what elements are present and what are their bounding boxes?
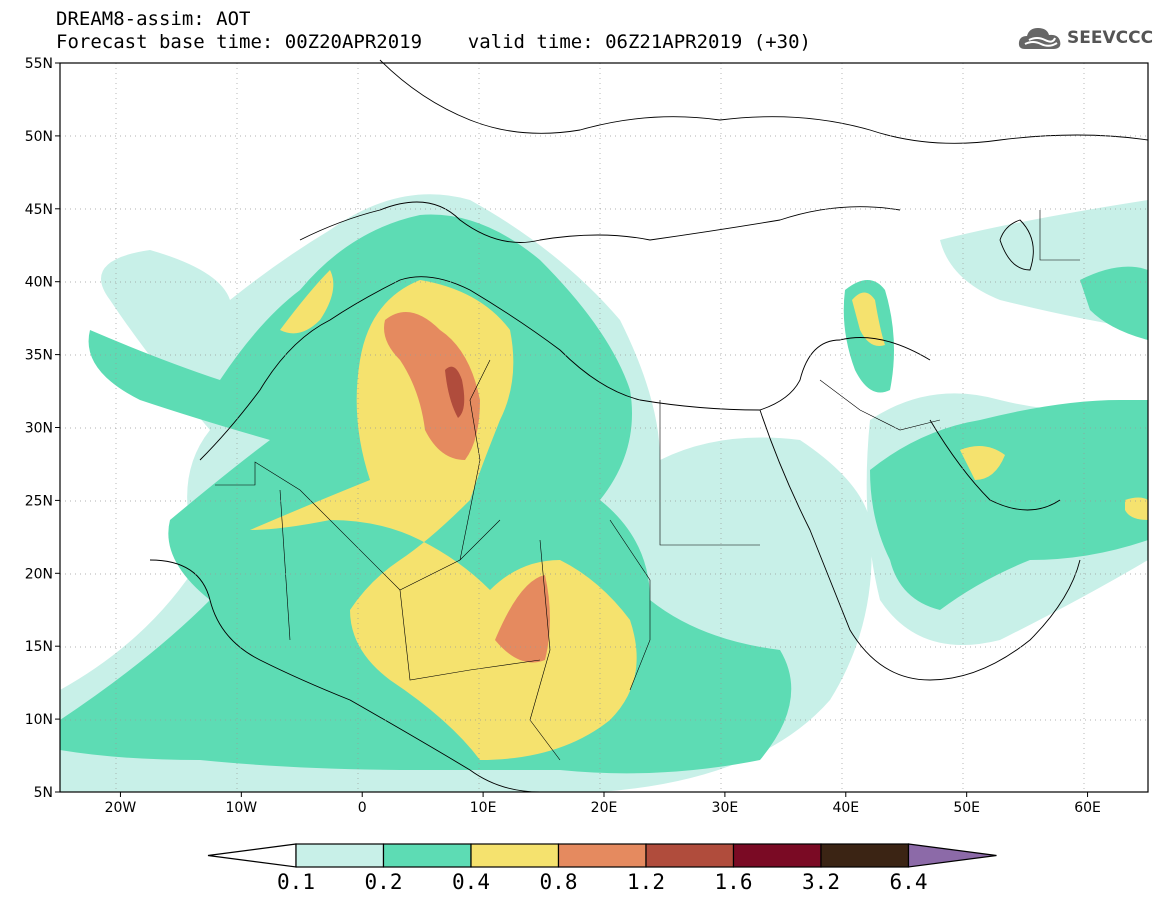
colorbar-label: 1.2: [627, 870, 665, 894]
lon-label: 10W: [225, 800, 257, 816]
cloud-icon: [1018, 28, 1061, 49]
lat-label: 45N: [25, 202, 53, 218]
map-title-block: DREAM8-assim: AOT Forecast base time: 00…: [56, 8, 811, 54]
lat-label: 50N: [25, 129, 53, 145]
aot-shading: [60, 194, 1148, 792]
lon-label: 10E: [470, 800, 497, 816]
lon-label: 0: [358, 800, 367, 816]
aot-contour-0.4-iraq: [852, 292, 885, 346]
lat-label: 25N: [25, 493, 53, 509]
aot-contour-0.8: [384, 312, 480, 460]
longitude-axis: 20W 10W 0 10E 20E 30E 40E 50E 60E: [105, 792, 1101, 816]
colorbar-labels: 0.1 0.2 0.4 0.8 1.2 1.6 3.2 6.4: [277, 870, 927, 894]
lon-label: 20E: [591, 800, 618, 816]
colorbar-label: 0.8: [540, 870, 578, 894]
aot-contour-0.4-east: [1125, 497, 1148, 520]
lat-label: 20N: [25, 566, 53, 582]
colorbar-boxes: [207, 843, 997, 868]
seevccc-logo: SEEVCCC: [1017, 23, 1153, 53]
colorbar-label: 6.4: [890, 870, 928, 894]
coastlines: [149, 59, 1149, 793]
lat-label: 40N: [25, 275, 53, 291]
map-title: DREAM8-assim: AOT: [56, 8, 251, 30]
colorbar-swatch: [470, 843, 560, 868]
aot-contour-1.2: [445, 366, 465, 418]
lon-label: 30E: [712, 800, 739, 816]
colorbar-label: 0.1: [277, 870, 315, 894]
lat-label: 10N: [25, 712, 53, 728]
colorbar-under-triangle: [207, 843, 297, 868]
colorbar-over-triangle: [907, 843, 997, 868]
latitude-axis: 55N 50N 45N 40N 35N 30N 25N 20N 15N 10N 5N: [25, 56, 60, 801]
lon-label: 50E: [953, 800, 980, 816]
lon-label: 20W: [105, 800, 137, 816]
lat-label: 15N: [25, 639, 53, 655]
colorbar-swatch: [645, 843, 735, 868]
colorbar-swatch: [295, 843, 385, 868]
logo-text: SEEVCCC: [1067, 28, 1154, 48]
lat-label: 30N: [25, 421, 53, 437]
aot-contour-0.8-chad: [495, 575, 550, 663]
lat-label: 55N: [25, 56, 53, 72]
aot-contour-0.2-caspian: [1080, 266, 1148, 340]
colorbar-swatch: [382, 843, 472, 868]
country-borders: [215, 210, 1080, 761]
colorbar-swatch: [732, 843, 822, 868]
aot-contour-0.4-gulf: [960, 446, 1005, 480]
lon-label: 60E: [1074, 800, 1101, 816]
colorbar-label: 1.6: [715, 870, 753, 894]
lon-label: 40E: [832, 800, 859, 816]
colorbar-swatch: [557, 843, 647, 868]
aot-contour-0.2-east: [870, 400, 1148, 610]
forecast-time-line: Forecast base time: 00Z20APR2019 valid t…: [56, 31, 811, 53]
aot-contour-0.4-morocco: [280, 270, 334, 334]
colorbar-label: 0.4: [452, 870, 490, 894]
colorbar-label: 0.2: [365, 870, 403, 894]
lat-label: 5N: [34, 785, 53, 801]
colorbar-label: 3.2: [802, 870, 840, 894]
colorbar-swatch: [820, 843, 910, 868]
lat-label: 35N: [25, 348, 53, 364]
